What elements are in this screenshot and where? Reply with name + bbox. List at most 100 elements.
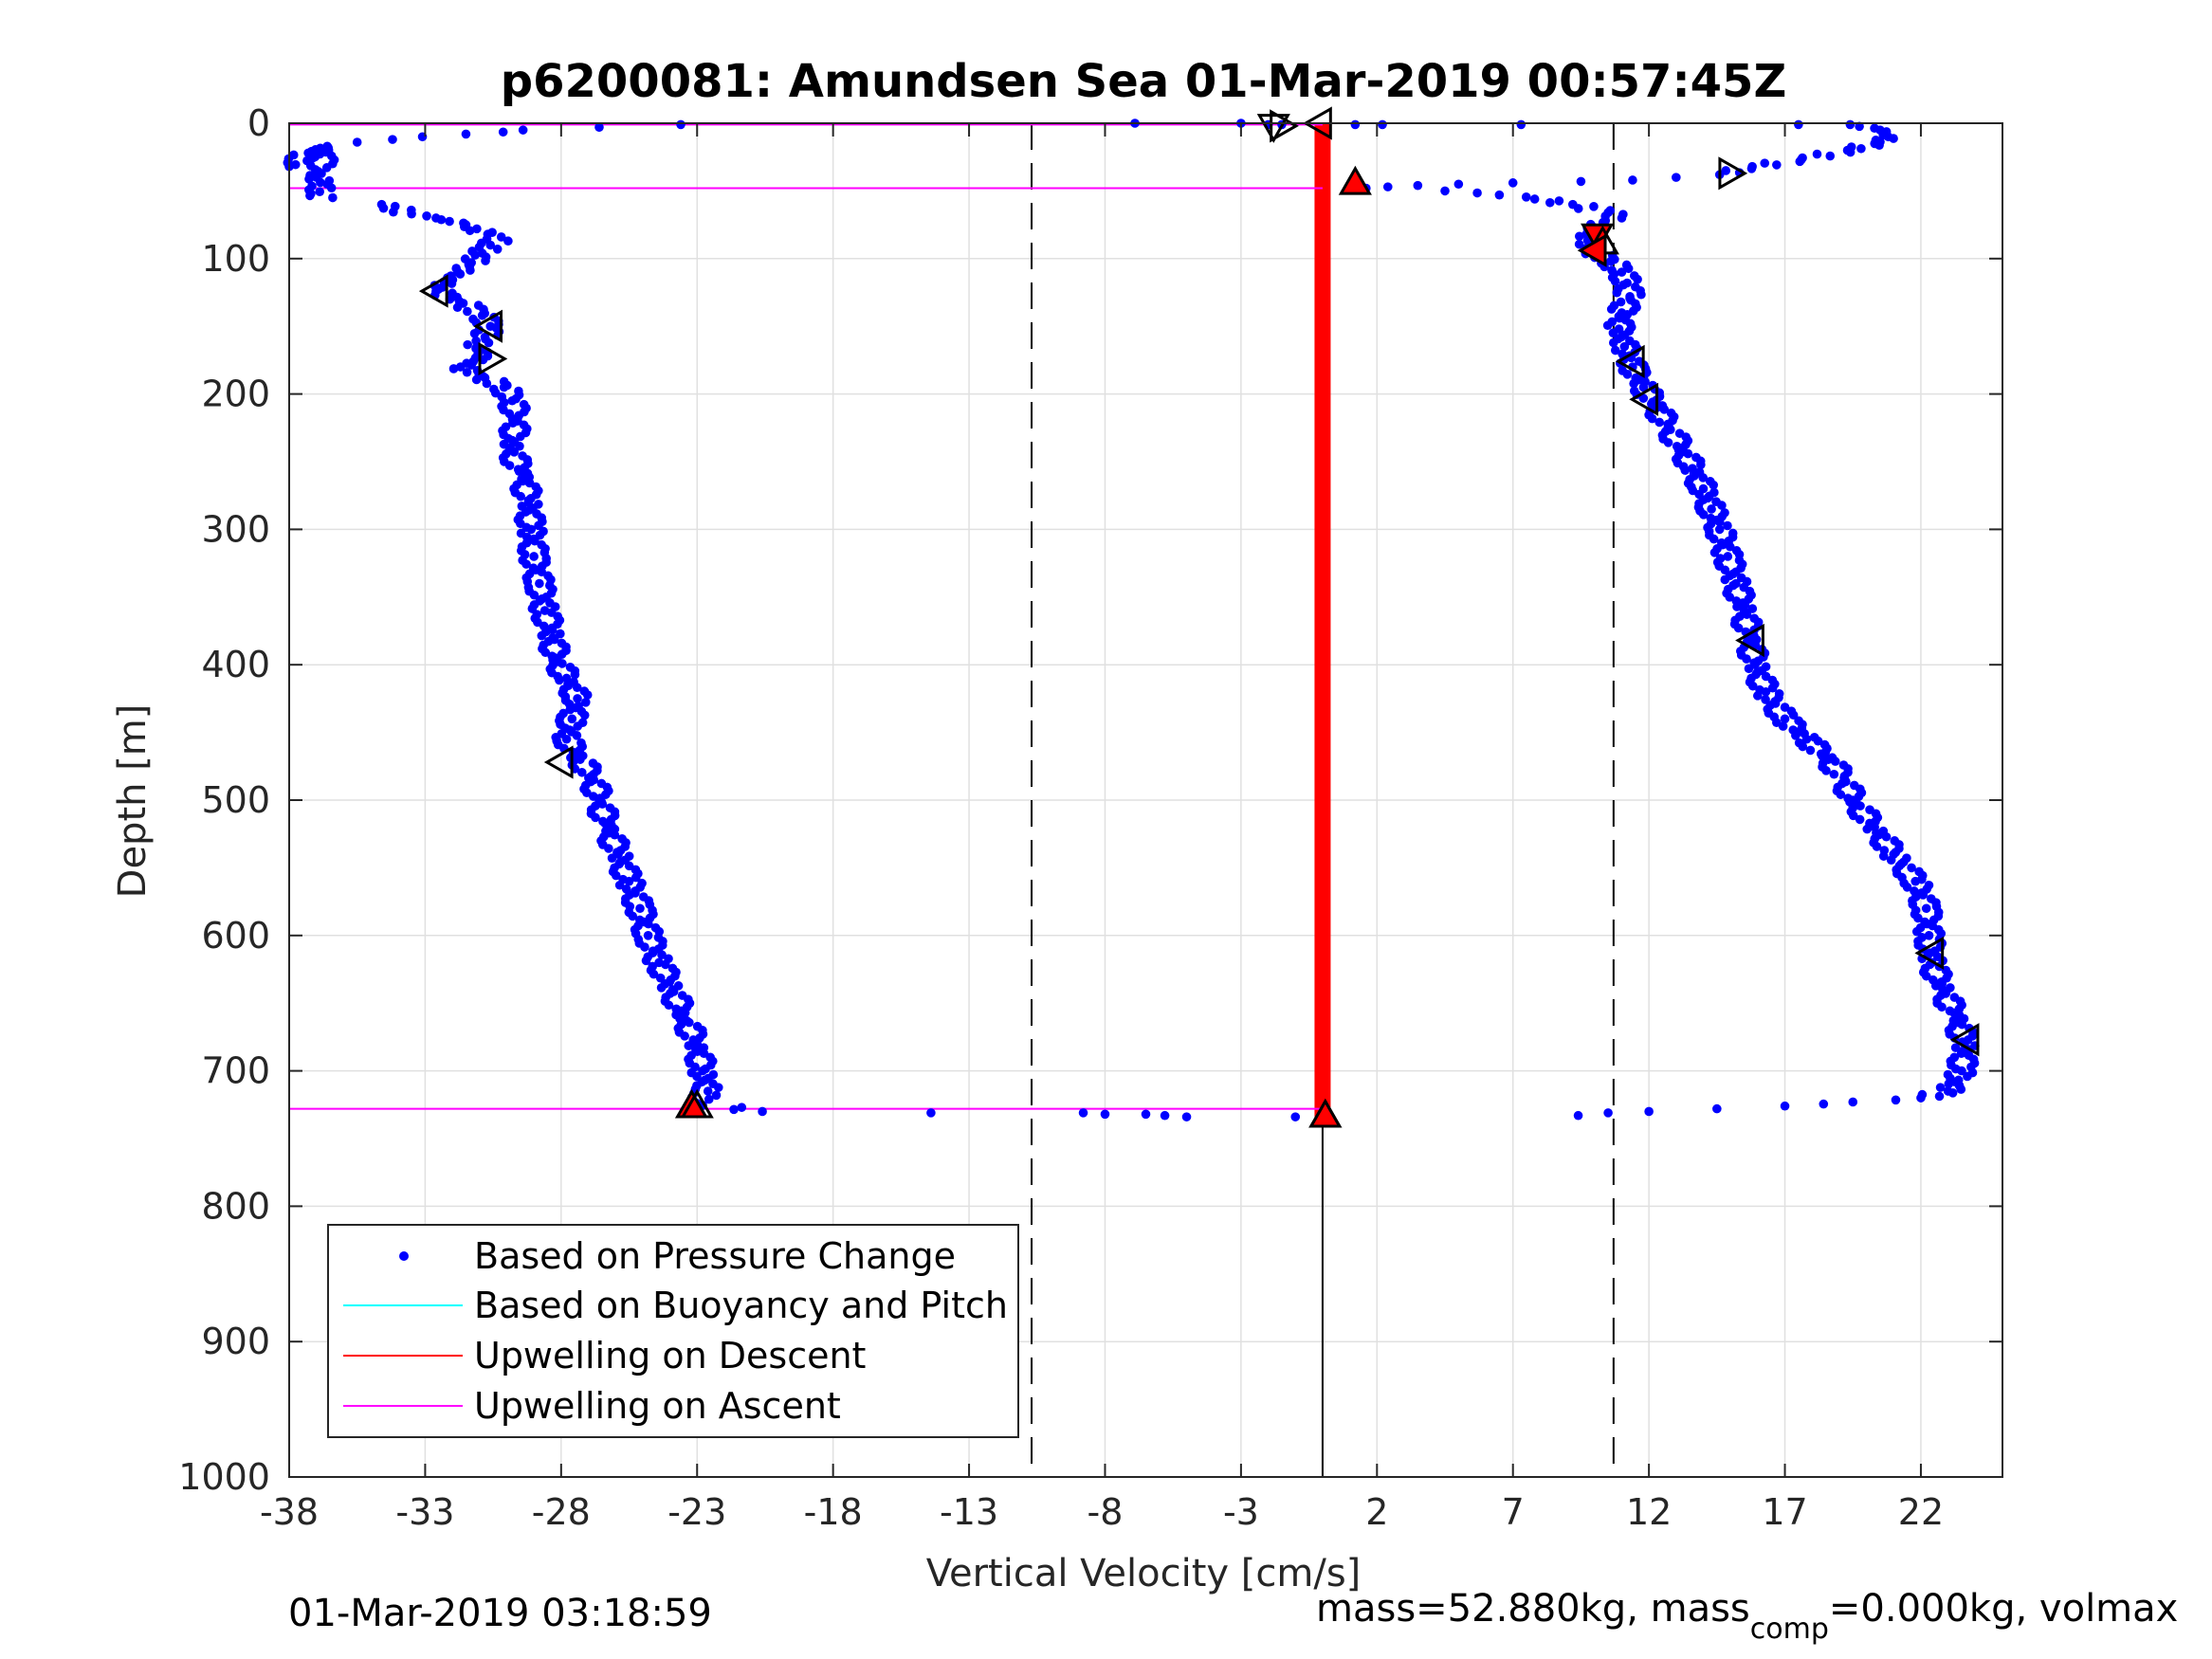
descent-data-point	[1856, 801, 1865, 811]
ascent-data-point	[1078, 1108, 1088, 1118]
descent-data-point	[1937, 1002, 1947, 1012]
ascent-data-point	[463, 306, 472, 317]
y-tick-label: 300	[201, 508, 270, 550]
descent-data-point	[1576, 176, 1586, 187]
descent-data-point	[1957, 1019, 1967, 1030]
x-tick-label: 12	[1626, 1491, 1672, 1533]
y-tick-label: 700	[201, 1050, 270, 1092]
ascent-data-point	[471, 374, 482, 385]
ascent-data-point	[352, 137, 362, 147]
ascent-data-point	[604, 844, 613, 853]
ascent-data-point	[521, 559, 531, 569]
x-tick-label: -8	[1088, 1491, 1124, 1533]
ascent-data-point	[676, 119, 686, 130]
descent-data-point	[1856, 143, 1866, 154]
y-tick-label: 500	[201, 779, 270, 821]
descent-data-point	[1714, 517, 1725, 527]
descent-data-point	[1778, 721, 1788, 731]
descent-data-point	[1633, 274, 1642, 284]
ascent-data-point	[597, 799, 608, 809]
descent-data-point	[1956, 1048, 1966, 1059]
ascent-data-point	[389, 207, 398, 217]
filled-triangle-marker	[1577, 233, 1607, 267]
ascent-data-point	[656, 983, 667, 993]
x-tick-label: -18	[804, 1491, 863, 1533]
descent-data-point	[1617, 213, 1627, 223]
descent-data-point	[1574, 239, 1584, 249]
ascent-data-point	[713, 1083, 723, 1092]
triangle-markers	[418, 106, 1980, 1128]
descent-data-point	[1886, 855, 1896, 866]
ascent-data-point	[469, 329, 480, 338]
ascent-data-point	[729, 1104, 739, 1115]
descent-data-point	[1760, 158, 1770, 168]
legend-label-ascent: Upwelling on Ascent	[474, 1385, 841, 1427]
descent-data-point	[1732, 602, 1742, 611]
descent-data-point	[1761, 686, 1771, 697]
descent-data-point	[1508, 178, 1518, 188]
ascent-data-point	[573, 721, 583, 731]
ascent-data-point	[737, 1103, 747, 1112]
descent-data-point	[1616, 297, 1626, 307]
descent-data-point	[1610, 345, 1620, 356]
ascent-data-point	[1181, 1112, 1192, 1121]
ascent-data-point	[492, 245, 503, 254]
open-triangle-marker	[473, 309, 503, 343]
footer-mass-subscript: comp	[1750, 1613, 1829, 1646]
descent-data-point	[1636, 289, 1646, 300]
ascent-data-point	[628, 911, 638, 921]
descent-data-point	[1916, 1093, 1926, 1103]
ascent-data-point	[657, 950, 667, 959]
footer-mass-info: mass=52.880kg, masscomp=0.000kg, volmax	[1316, 1587, 2178, 1646]
ascent-data-point	[573, 694, 582, 703]
ascent-data-point	[507, 395, 517, 406]
descent-data-point	[1944, 1079, 1954, 1089]
descent-data-point	[1813, 736, 1823, 746]
descent-data-point	[1742, 654, 1751, 664]
ascent-data-point	[540, 647, 551, 658]
descent-data-point	[1930, 981, 1941, 991]
descent-data-point	[1622, 370, 1633, 379]
descent-data-point	[1638, 393, 1649, 403]
descent-data-point	[1672, 173, 1681, 182]
ascent-data-point	[447, 279, 457, 288]
descent-data-point	[1746, 164, 1757, 173]
ascent-data-point	[316, 177, 325, 188]
footer-mass-suffix: =0.000kg, volmax	[1829, 1587, 2178, 1631]
open-triangle-marker	[1735, 623, 1764, 658]
open-triangle-marker	[1270, 109, 1299, 143]
ascent-data-point	[610, 830, 620, 840]
ascent-data-point	[407, 209, 416, 219]
descent-data-point	[1378, 119, 1387, 130]
descent-data-point	[1780, 714, 1790, 724]
data-points	[283, 118, 1980, 1121]
open-triangle-marker	[418, 274, 448, 308]
descent-data-point	[1603, 1108, 1613, 1118]
descent-data-point	[1812, 149, 1822, 159]
descent-data-point	[1440, 186, 1450, 196]
descent-data-point	[1647, 413, 1657, 424]
ascent-data-point	[499, 382, 509, 392]
ascent-data-point	[472, 224, 482, 234]
open-triangle-marker	[543, 745, 574, 779]
ascent-data-point	[326, 183, 337, 193]
ascent-data-point	[685, 1017, 694, 1028]
ascent-data-point	[455, 362, 466, 372]
ascent-data-point	[561, 734, 572, 744]
descent-data-point	[1723, 552, 1733, 561]
y-axis-label: Depth [m]	[111, 704, 155, 899]
descent-data-point	[1829, 769, 1839, 779]
ascent-data-point	[484, 337, 494, 348]
y-tick-label: 600	[201, 915, 270, 957]
descent-data-point	[1707, 504, 1716, 514]
descent-data-point	[1382, 182, 1393, 191]
descent-data-point	[1554, 196, 1564, 206]
ascent-data-point	[1100, 1109, 1110, 1120]
descent-data-point	[1350, 119, 1361, 130]
footer-timestamp: 01-Mar-2019 03:18:59	[288, 1592, 712, 1635]
ascent-data-point	[448, 364, 459, 374]
ascent-data-point	[378, 203, 389, 213]
ascent-data-point	[503, 236, 513, 246]
ascent-data-point	[643, 931, 653, 940]
